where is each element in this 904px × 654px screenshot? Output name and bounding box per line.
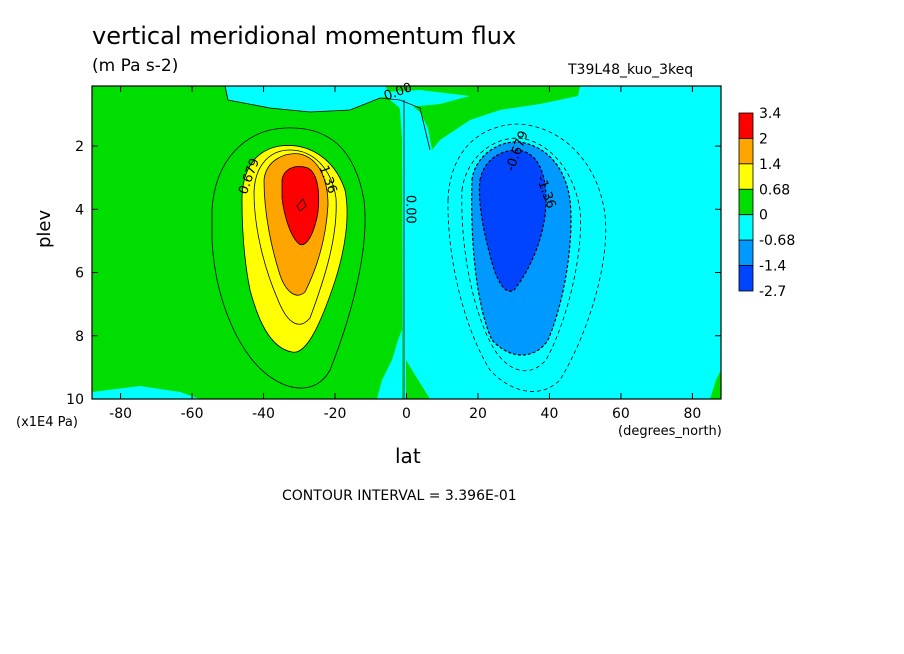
x-tick-label: 80 <box>683 406 701 422</box>
chart-title: vertical meridional momentum flux <box>92 22 517 50</box>
x-tick-label: 0 <box>402 406 411 422</box>
y-tick-label: 8 <box>75 329 84 345</box>
colorbar-label: 3.4 <box>759 106 781 122</box>
fill-neg-strong <box>479 150 546 292</box>
colorbar-swatch <box>738 163 754 190</box>
negative-contour-line <box>447 123 607 392</box>
contour-line <box>241 145 348 353</box>
x-axis: -80 -60 -40 -20 0 20 40 60 80 <box>109 86 701 422</box>
colorbar-label: -1.4 <box>759 259 786 275</box>
colorbar-label: 2 <box>759 131 768 147</box>
colorbar-swatch <box>738 265 754 292</box>
fill-pos-right-bottom <box>406 360 430 399</box>
fill-pos-edge <box>710 370 721 399</box>
colorbar-label: 0.68 <box>759 182 790 198</box>
contour-line <box>263 153 329 296</box>
contour-line <box>296 198 307 212</box>
contour-line <box>253 149 337 325</box>
colorbar-swatch <box>738 188 754 216</box>
y-tick-label: 10 <box>66 392 84 408</box>
negative-contour-line <box>478 149 547 292</box>
y-axis: 2 4 6 8 10 <box>66 139 721 408</box>
x-tick-label: -20 <box>324 406 347 422</box>
contour-line <box>211 127 366 389</box>
colorbar-label: 1.4 <box>759 157 781 173</box>
contour-label: 0.00 <box>403 195 418 224</box>
fill-neg-top <box>380 90 470 108</box>
x-tick-label: -40 <box>252 406 275 422</box>
y-axis-units: (x1E4 Pa) <box>16 415 78 430</box>
fill-neg-bottom <box>377 330 402 399</box>
x-tick-label: 40 <box>541 406 559 422</box>
colorbar-label: -0.68 <box>759 233 795 249</box>
colorbar: 3.4 2 1.4 0.68 0 -0.68 -1.4 -2.7 <box>738 106 795 300</box>
colorbar-swatch <box>738 239 754 266</box>
x-tick-label: -80 <box>109 406 132 422</box>
x-tick-label: 20 <box>469 406 487 422</box>
contour-field <box>92 86 721 399</box>
chart-units: (m Pa s-2) <box>92 56 179 76</box>
x-axis-units: (degrees_north) <box>618 424 722 439</box>
contour-interval: CONTOUR INTERVAL = 3.396E-01 <box>282 488 517 504</box>
x-tick-label: -60 <box>181 406 204 422</box>
y-tick-label: 2 <box>75 139 84 155</box>
fill-neg-corner <box>92 386 200 399</box>
colorbar-swatch <box>738 112 754 139</box>
fill-pos-peak <box>282 166 319 245</box>
colorbar-label: -2.7 <box>759 284 786 300</box>
negative-contour-line <box>471 141 572 356</box>
colorbar-label: 0 <box>759 208 768 224</box>
colorbar-swatch <box>738 138 754 165</box>
y-tick-label: 6 <box>75 266 84 282</box>
run-name: T39L48_kuo_3keq <box>568 62 694 78</box>
y-tick-label: 4 <box>75 202 84 218</box>
negative-contour-line <box>461 137 581 372</box>
x-axis-label: lat <box>395 444 421 468</box>
contour-line <box>281 166 320 246</box>
zero-contour-line <box>224 86 431 151</box>
colorbar-swatch <box>738 214 754 241</box>
x-tick-label: 60 <box>612 406 630 422</box>
